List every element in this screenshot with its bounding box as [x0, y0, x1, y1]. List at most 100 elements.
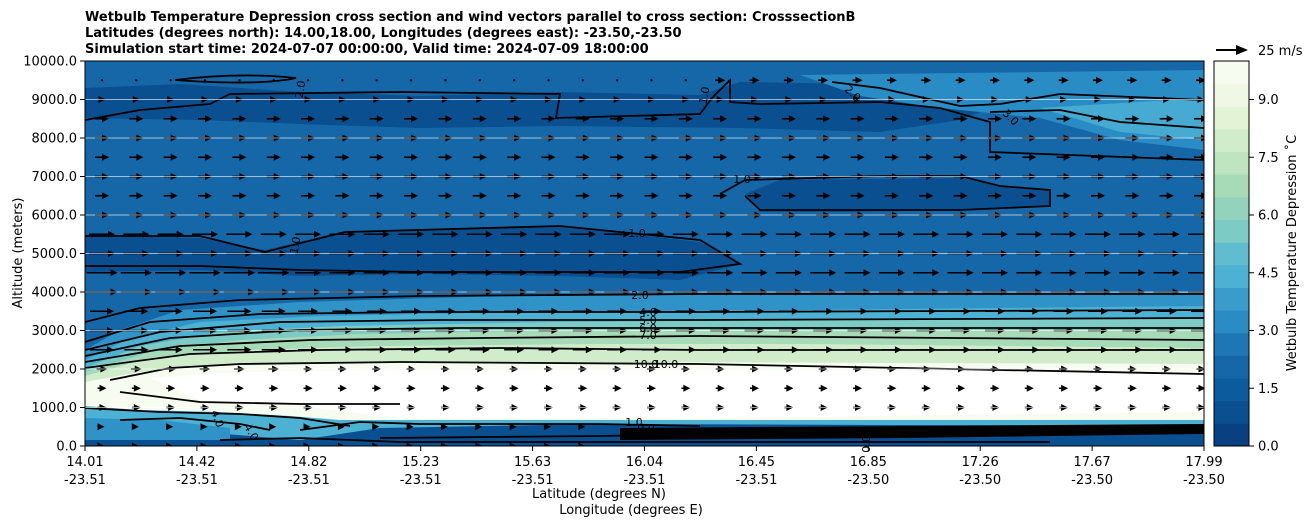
chart-title: Wetbulb Temperature Depression cross sec…: [85, 10, 855, 57]
wind-vector-head: [1097, 192, 1105, 200]
wind-vector-head: [889, 384, 897, 392]
wind-vector-head: [685, 115, 693, 123]
wind-vector-head: [1201, 192, 1204, 200]
filled-band-white: [150, 370, 1204, 418]
wind-vector-head: [205, 115, 213, 123]
wind-vector-head: [475, 442, 483, 446]
wind-vector-head: [717, 384, 725, 392]
wind-vector-head: [794, 269, 802, 277]
y-tick-label: 2000.0: [32, 363, 78, 378]
wind-vector-head: [1032, 307, 1040, 315]
wind-vector-head: [202, 384, 210, 392]
wind-vector-head: [247, 269, 255, 277]
wind-vector-head: [823, 115, 831, 123]
colorbar-label: Wetbulb Temperature Depression ˚C: [1284, 135, 1300, 372]
wind-vector-head: [379, 307, 387, 315]
wind-vector-head: [509, 423, 517, 431]
colorbar-segment: [1214, 128, 1249, 153]
contour-1-mid: [85, 225, 743, 273]
x-tick-label-lat: 17.26: [962, 455, 999, 470]
wind-vector-head: [826, 346, 834, 354]
contour-3-upper-right: [989, 109, 1204, 129]
wind-vector-head: [342, 192, 350, 200]
wind-vector-head: [170, 153, 178, 161]
y-tick-label: 6000.0: [32, 209, 78, 224]
wind-vector-head: [582, 192, 590, 200]
wind-vector: [341, 79, 344, 82]
colorbar-ticks: 0.0 1.5 3.0 4.5 6.0 7.5 9.0: [1249, 93, 1279, 455]
wind-vector-head: [372, 442, 380, 446]
x-tick-label-lat: 15.63: [514, 455, 551, 470]
wind-vector: [375, 79, 378, 82]
y-tick-label: 0.0: [56, 440, 77, 455]
wind-vector-head: [448, 307, 456, 315]
x-tick-label-lat: 16.85: [850, 455, 887, 470]
contour-label: 10.0: [654, 358, 679, 371]
colorbar-tick-label: 0.0: [1258, 440, 1279, 455]
contour-2-top: [174, 74, 297, 84]
wind-vector-head: [514, 153, 522, 161]
wind-vector-head: [136, 192, 144, 200]
wind-vector: [135, 79, 138, 82]
wind-vector-head: [654, 307, 662, 315]
x-tick-label-lon: -23.50: [959, 473, 1001, 488]
wind-vector-head: [585, 307, 593, 315]
colorbar-tick-label: 6.0: [1258, 209, 1279, 224]
wind-vector-head: [932, 230, 940, 238]
wind-vector-head: [514, 192, 522, 200]
contour-2-upper-right: [831, 81, 1204, 107]
wind-vector-head: [543, 423, 551, 431]
wind-vector-head: [891, 192, 899, 200]
wind-vector-head: [994, 153, 1002, 161]
wind-vector-head: [314, 269, 322, 277]
x-tick-label-lat: 14.42: [178, 455, 215, 470]
wind-vector-head: [1100, 346, 1108, 354]
wind-vector-head: [517, 346, 525, 354]
wind-vector-head: [1029, 192, 1037, 200]
wind-vector: [100, 79, 104, 82]
wind-vector-head: [131, 423, 139, 431]
wind-vector-head: [754, 115, 762, 123]
colorbar-tick-label: 9.0: [1258, 93, 1279, 108]
wind-vector-head: [924, 76, 932, 84]
wind-vector-head: [282, 269, 290, 277]
wind-vector-head: [794, 230, 802, 238]
x-tick-label-lat: 14.82: [290, 455, 327, 470]
x-tick-label-lat: 17.67: [1073, 455, 1110, 470]
wind-vector: [581, 79, 585, 82]
wind-vector-head: [857, 192, 865, 200]
wind-vector-head: [520, 230, 528, 238]
wind-vector-head: [235, 462, 242, 469]
colorbar-segment: [1214, 219, 1249, 243]
wind-vector-head: [342, 115, 350, 123]
wind-vector-head: [994, 115, 1002, 123]
wind-vector: [409, 79, 413, 82]
wind-vector-head: [860, 346, 868, 354]
contour-1-right: [719, 175, 1051, 211]
y-tick-label: 9000.0: [32, 93, 78, 108]
wind-vector-head: [479, 153, 487, 161]
wind-vector-head: [475, 462, 482, 469]
wind-vector-head: [726, 269, 734, 277]
wind-vector-head: [1000, 269, 1008, 277]
quiver-key: 25 m/s: [1216, 44, 1303, 59]
wind-vector-head: [382, 230, 390, 238]
wind-vector-head: [305, 384, 313, 392]
contour-label: 1.0: [288, 236, 304, 255]
wind-vector-head: [482, 307, 490, 315]
wind-vector-head: [791, 346, 799, 354]
wind-vector-head: [477, 384, 485, 392]
wind-vector-head: [1130, 76, 1138, 84]
wind-vector-head: [760, 269, 768, 277]
y-tick-label: 7000.0: [32, 170, 78, 185]
wind-vector-head: [1172, 230, 1180, 238]
wind-vector-head: [1204, 346, 1211, 353]
wind-vector-head: [303, 442, 311, 446]
contour-label: 0.0: [637, 422, 655, 435]
wind-vector: [272, 79, 275, 82]
wind-vector-head: [958, 384, 966, 392]
wind-vector-head: [1204, 327, 1211, 334]
wind-vector-head: [897, 230, 905, 238]
wind-vector-head: [726, 230, 734, 238]
